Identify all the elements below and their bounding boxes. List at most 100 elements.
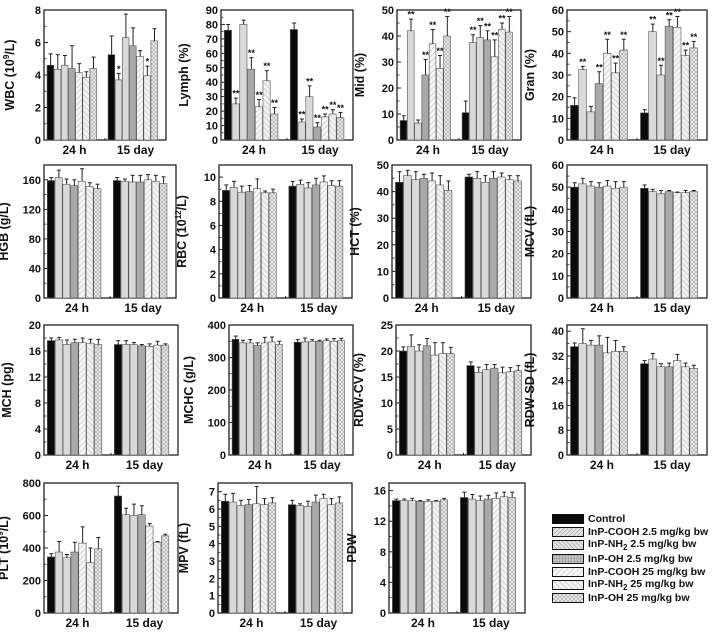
bar [252, 503, 261, 614]
chart-panel-rdw-cv: 0 5 10 15 20 25 RDW-CV (%) 24 h 15 day [352, 320, 532, 472]
bar [444, 189, 453, 299]
bar [121, 344, 130, 456]
bar [427, 180, 436, 299]
bar [586, 111, 595, 141]
bar [319, 498, 328, 614]
bar [430, 354, 439, 456]
y-tick-label: 4 [210, 245, 217, 257]
bar [414, 350, 423, 456]
x-category-label: 24 h [242, 143, 266, 157]
y-tick-label: 32 [552, 351, 564, 363]
bar [640, 187, 649, 299]
y-tick-label: 40 [552, 326, 564, 338]
significance-mark: ** [329, 100, 337, 110]
y-axis-label: HCT (%) [348, 207, 362, 256]
bar [602, 53, 612, 141]
y-tick-label: 0 [210, 293, 216, 305]
significance-mark: ** [407, 10, 415, 20]
y-tick-label: 2 [35, 103, 41, 115]
significance-mark: ** [674, 7, 682, 17]
bar [443, 35, 451, 141]
x-category-label: 24 h [411, 616, 435, 630]
bar [469, 42, 477, 141]
legend-label: InP-COOH 2.5 mg/kg bw [588, 525, 709, 538]
y-tick-label: 0 [558, 450, 564, 462]
bar [296, 184, 305, 299]
bar [327, 504, 336, 614]
bar [656, 366, 665, 456]
bar [411, 179, 420, 299]
bar [476, 500, 485, 614]
significance-mark: ** [263, 61, 271, 71]
y-tick-label: 30 [382, 57, 394, 69]
legend-label: InP-NH2 2.5 mg/kg bw [588, 538, 697, 553]
bar [70, 342, 79, 456]
y-tick-label: 30 [206, 92, 218, 104]
bar [145, 346, 154, 456]
legend-item: InP-NH2 25 mg/kg bw [552, 578, 708, 592]
y-tick-label: 16 [552, 400, 564, 412]
bar [664, 191, 674, 299]
bar [480, 181, 490, 299]
x-category-label: 24 h [65, 301, 89, 315]
bar [288, 504, 296, 614]
y-axis-label: Mid (%) [353, 53, 367, 97]
significance-mark: ** [649, 15, 657, 25]
y-tick-label: 10 [377, 266, 389, 278]
bar [145, 525, 154, 614]
x-category-label: 15 day [126, 458, 164, 472]
significance-mark: ** [579, 57, 587, 67]
bar [648, 31, 657, 141]
y-tick-label: 200 [23, 576, 41, 588]
legend-swatch-icon [552, 526, 584, 537]
bar [94, 344, 103, 456]
chart-legend: Control InP-COOH 2.5 mg/kg bw InP-NH2 2.5 … [552, 512, 708, 605]
y-tick-label: 20 [206, 106, 218, 118]
bar [297, 121, 306, 141]
bar [431, 501, 440, 614]
bar [137, 345, 146, 456]
bar [159, 183, 168, 299]
bar [489, 178, 498, 299]
y-tick-label: 60 [206, 48, 218, 60]
bar [648, 191, 657, 299]
bar [129, 344, 138, 456]
bar [619, 186, 628, 299]
y-tick-label: 4 [35, 70, 42, 82]
y-tick-label: 6 [209, 504, 215, 516]
bar [89, 68, 97, 141]
bar [153, 542, 162, 614]
bar [78, 542, 87, 614]
bar [247, 68, 256, 141]
significance-mark: ** [477, 16, 485, 26]
y-tick-label: 0 [35, 293, 41, 305]
x-category-label: 15 day [653, 143, 691, 157]
bar [578, 183, 587, 299]
bar [75, 72, 83, 141]
bar [260, 342, 269, 456]
bar [602, 185, 612, 299]
bar [319, 181, 328, 299]
bar [328, 113, 337, 141]
y-tick-label: 8 [35, 5, 41, 17]
y-tick-label: 40 [382, 31, 394, 43]
bar [93, 188, 102, 299]
y-axis-label: MCH (pg) [0, 362, 14, 418]
bar [672, 192, 682, 299]
y-tick-label: 10 [552, 113, 564, 125]
bar [514, 370, 523, 456]
bar [136, 56, 144, 141]
significance-mark: ** [657, 56, 665, 66]
bar [304, 187, 312, 299]
x-category-label: 24 h [415, 301, 439, 315]
y-tick-label: 8 [558, 425, 564, 437]
y-tick-label: 20 [382, 83, 394, 95]
bar [664, 25, 674, 141]
bar [399, 120, 408, 141]
bar [46, 180, 55, 299]
x-category-label: 24 h [590, 301, 614, 315]
bar [231, 103, 240, 141]
y-tick-label: 0 [380, 608, 386, 620]
x-category-label: 24 h [590, 143, 614, 157]
